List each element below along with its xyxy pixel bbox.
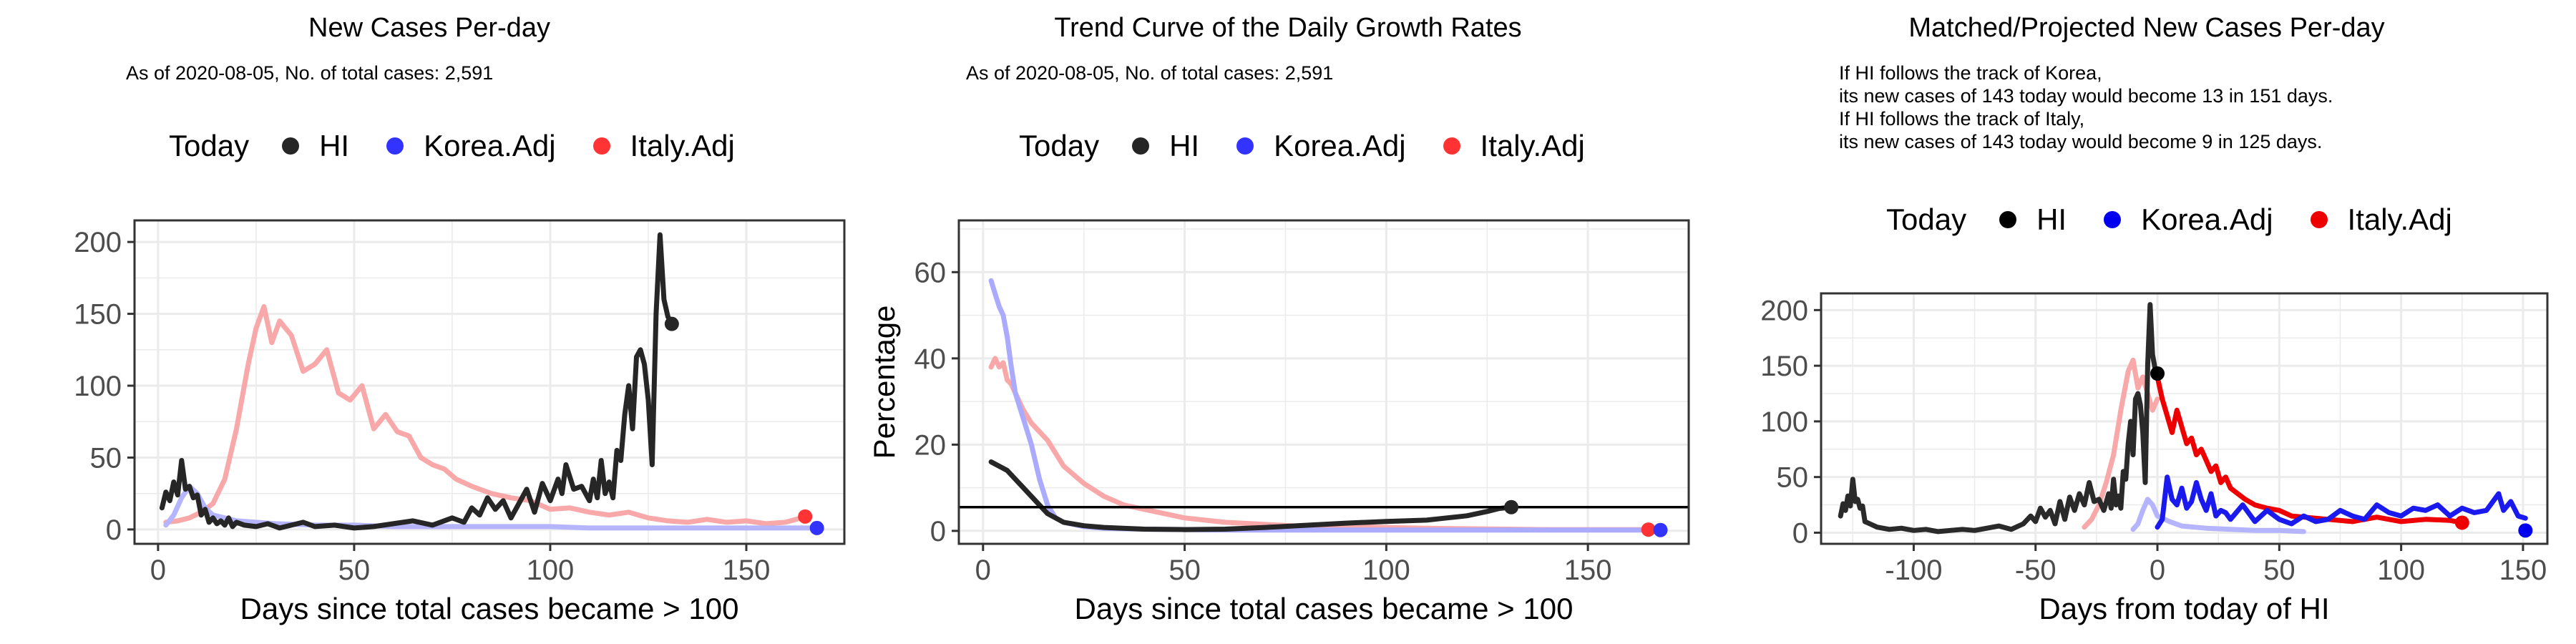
y-tick-label: 200 [1760,295,1808,326]
legend-title: Today [169,129,250,162]
y-tick-label: 150 [74,299,122,331]
y-tick-label: 100 [1760,406,1808,438]
y-tick-label: 100 [74,371,122,402]
grid [959,220,1689,544]
y-tick-label: 0 [1792,517,1808,549]
today-point-hi [2150,366,2165,381]
series-line-italy-adj [2155,374,2465,525]
chart-title: Trend Curve of the Daily Growth Rates [1054,13,1522,43]
series-line-korea-adj [2155,474,2528,530]
x-tick-label: 150 [1564,555,1612,586]
legend-dot-korea [1236,137,1254,155]
legend-label-korea: Korea.Adj [1274,129,1406,162]
legend-dot-italy [592,137,610,155]
legend-dot-hi [282,137,300,155]
y-tick-label: 40 [914,343,947,375]
today-point-korea-adj [809,520,824,535]
x-tick-label: 100 [1362,555,1410,586]
legend-label-hi: HI [319,129,350,162]
grid [135,220,845,544]
x-axis-label: Days from today of HI [2039,592,2329,625]
x-tick-label: 150 [723,555,771,586]
legend-dot-hi [1999,211,2017,228]
panel-projected: Matched/Projected New Cases Per-day If H… [1717,0,2576,644]
today-point-korea-adj [2518,523,2533,538]
y-tick-label: 20 [914,429,947,461]
chart-subtitle: As of 2020-08-05, No. of total cases: 2,… [966,62,1334,84]
y-tick-label: 0 [930,516,946,547]
legend-label-hi: HI [1169,129,1200,162]
legend-dot-hi [1132,137,1150,155]
x-tick-label: 50 [1169,555,1201,586]
today-point-italy-adj [1641,522,1656,537]
legend-dot-korea [386,137,404,155]
chart-subtitle: As of 2020-08-05, No. of total cases: 2,… [126,62,494,84]
panel-new-cases: New Cases Per-day As of 2020-08-05, No. … [0,0,859,644]
legend: Today HI Korea.Adj Italy.Adj [1886,203,2489,237]
plot-border [133,219,846,545]
today-point-hi [1504,499,1519,514]
x-tick-label: 100 [527,555,575,586]
series-line-hi [159,232,675,531]
projection-note-2: its new cases of 143 today would become … [1839,85,2333,107]
legend-title: Today [1886,203,1967,236]
legend: Today HI Korea.Adj Italy.Adj [1019,129,1622,163]
series-line-korea-adj-matched- [2130,497,2306,535]
plot-border [1820,292,2549,545]
series-line-korea-adj [988,278,1664,533]
x-tick-label: 0 [150,555,166,586]
x-tick-label: 100 [2377,555,2425,586]
today-point-italy-adj [798,509,813,524]
projection-note-3: If HI follows the track of Italy, [1839,108,2085,130]
y-tick-label: 0 [106,514,122,546]
legend-dot-korea [2104,211,2122,228]
plot-new-cases: 0 50 100 150 0 50 100 150 200 Days since total ca… [74,219,846,625]
legend-dot-italy [2310,211,2328,228]
legend-label-korea: Korea.Adj [2141,203,2273,236]
chart-title: New Cases Per-day [308,13,550,43]
x-tick-label: 0 [975,555,991,586]
x-axis-label: Days since total cases became > 100 [240,592,739,625]
legend-title: Today [1019,129,1100,162]
y-tick-label: 150 [1760,351,1808,382]
plot-growth-rates: 0 50 100 150 0 20 40 60 Days since total cases b… [867,219,1690,625]
legend-label-korea: Korea.Adj [424,129,556,162]
x-tick-label: 50 [338,555,371,586]
x-tick-label: 50 [2263,555,2296,586]
x-tick-label: 150 [2499,555,2547,586]
projection-note-1: If HI follows the track of Korea, [1839,62,2102,84]
panel-growth-rates: Trend Curve of the Daily Growth Rates As… [859,0,1717,644]
x-tick-label: -50 [2015,555,2057,586]
legend-label-italy: Italy.Adj [630,129,735,162]
legend: Today HI Korea.Adj Italy.Adj [169,129,772,163]
legend-label-italy: Italy.Adj [1480,129,1585,162]
series-line-hi [988,459,1514,532]
x-tick-label: 0 [2150,555,2165,586]
chart-title: Matched/Projected New Cases Per-day [1908,13,2385,43]
legend-label-italy: Italy.Adj [2347,203,2452,236]
today-point-italy-adj [2454,515,2469,530]
y-tick-label: 50 [90,442,122,474]
y-axis-label: Percentage [867,306,901,459]
projection-note-4: its new cases of 143 today would become … [1839,131,2323,152]
plot-projected: -100 -50 0 50 100 150 0 50 100 150 200 Days from to… [1760,292,2549,625]
grid [1821,293,2547,544]
plot-border [957,219,1690,545]
y-tick-label: 200 [74,227,122,258]
y-tick-label: 60 [914,257,947,288]
x-axis-label: Days since total cases became > 100 [1075,592,1574,625]
y-tick-label: 50 [1777,462,1809,494]
x-tick-label: -100 [1885,555,1942,586]
series-line-hi [1838,302,2160,535]
series-line-italy-adj [163,304,804,527]
legend-dot-italy [1443,137,1460,155]
today-point-hi [664,316,679,331]
legend-label-hi: HI [2036,203,2067,236]
today-point-korea-adj [1653,522,1668,537]
